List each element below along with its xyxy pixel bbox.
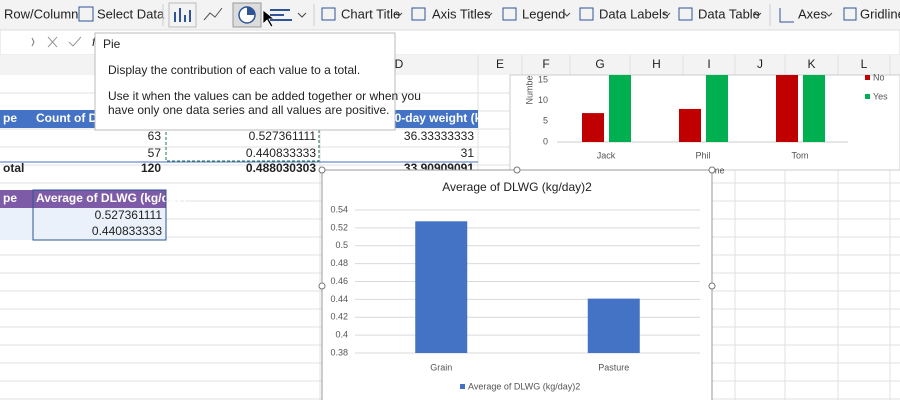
cell-fill <box>0 208 166 224</box>
chart-frame <box>509 74 900 171</box>
resize-handle[interactable] <box>318 282 326 290</box>
icon <box>174 8 191 22</box>
ribbon-button[interactable]: Row/Column <box>4 6 78 21</box>
ribbon-button[interactable]: Data Table <box>698 6 760 21</box>
bars <box>582 75 825 142</box>
y-tick-label: 15 <box>538 74 548 84</box>
column-header: E <box>496 57 504 71</box>
table-cell: 0.527361111 <box>249 129 317 143</box>
tooltip-text: have only one data series and all values… <box>108 103 390 117</box>
y-tick-label: 0.4 <box>335 330 348 340</box>
chart-title: Average of DLWG (kg/day)2 <box>442 180 592 194</box>
y-tick-label: 0.52 <box>330 222 348 232</box>
column-header: J <box>757 57 763 71</box>
bar <box>587 298 640 353</box>
resize-handle[interactable] <box>513 166 521 174</box>
ribbon-button[interactable]: Axes <box>798 6 827 21</box>
legend-swatch <box>865 94 870 99</box>
x-tick-label: Tom <box>791 150 808 160</box>
legend-swatch <box>460 384 465 389</box>
column-header: H <box>652 57 661 71</box>
ribbon <box>0 0 900 30</box>
y-tick-label: 10 <box>538 95 548 105</box>
column-header: G <box>595 57 604 71</box>
column-header: L <box>861 57 868 71</box>
tooltip <box>94 32 396 131</box>
table-cell: 0.440833333 <box>246 146 316 160</box>
table-cell: 57 <box>148 146 162 160</box>
bar <box>415 221 468 353</box>
column-header: D <box>395 57 404 71</box>
tooltip-title: Pie <box>103 37 121 51</box>
legend-swatch <box>865 75 870 80</box>
tooltip-text: Use it when the values can be added toge… <box>108 89 421 103</box>
column-header: F <box>542 57 549 71</box>
resize-handle[interactable] <box>708 166 716 174</box>
table-cell: 0.527361111 <box>95 208 163 222</box>
y-tick-label: 0.5 <box>335 240 348 250</box>
y-tick-label: 0.46 <box>330 276 348 286</box>
bar <box>803 75 825 142</box>
column-header: I <box>707 57 710 71</box>
x-tick-label: Pasture <box>598 362 629 372</box>
y-tick-label: 0 <box>543 136 548 146</box>
table-cell: 120 <box>141 161 161 175</box>
chart-type-column[interactable] <box>168 2 197 28</box>
ribbon-button[interactable]: Gridline <box>860 6 900 21</box>
y-tick-label: 5 <box>543 116 548 126</box>
ribbon-button[interactable]: Axis Titles <box>432 6 491 21</box>
chart-frame[interactable] <box>321 169 713 400</box>
axis-title: me <box>712 165 725 175</box>
bar <box>706 75 728 142</box>
table-cell: 63 <box>148 129 162 143</box>
bar <box>582 113 604 142</box>
ribbon-button[interactable]: Legend <box>522 6 565 21</box>
column-header: K <box>807 57 815 71</box>
icon <box>78 6 94 22</box>
table-header <box>0 190 166 208</box>
y-tick-label: 0.38 <box>330 347 348 357</box>
legend-label: Yes <box>873 91 888 101</box>
x-tick-label: Grain <box>430 362 452 372</box>
bar <box>679 108 701 142</box>
table-cell: 0.488030303 <box>246 161 316 175</box>
y-tick-label: 0.44 <box>330 294 348 304</box>
legend-label: No <box>873 72 885 82</box>
ribbon-button[interactable]: Data Labels <box>599 6 669 21</box>
ribbon-button[interactable]: Select Data <box>97 6 165 21</box>
ribbon-button[interactable]: Chart Title <box>341 6 400 21</box>
axis-title: Numbe <box>524 75 534 104</box>
range-highlight <box>32 189 167 241</box>
y-tick-label: 0.42 <box>330 312 348 322</box>
cell-fill <box>0 224 166 240</box>
bar <box>776 75 798 142</box>
resize-handle[interactable] <box>708 282 716 290</box>
x-tick-label: Phil <box>695 150 710 160</box>
header-cell: pe <box>3 191 17 205</box>
y-tick-label: 0.48 <box>330 258 348 268</box>
table-cell: otal <box>3 161 24 175</box>
resize-handle[interactable] <box>318 166 326 174</box>
header-cell: pe <box>3 111 17 125</box>
header-cell: Average of DLWG (kg/day) <box>36 191 186 205</box>
chart-type-bar[interactable] <box>270 9 292 21</box>
table-cell: 31 <box>461 146 475 160</box>
bar <box>609 75 631 142</box>
tooltip-text: Display the contribution of each value t… <box>108 63 360 77</box>
table-cell: 36.33333333 <box>404 129 474 143</box>
y-tick-label: 0.54 <box>330 204 348 214</box>
x-tick-label: Jack <box>597 150 616 160</box>
chart-type-line[interactable] <box>203 7 223 21</box>
legend-label: Average of DLWG (kg/day)2 <box>468 381 580 391</box>
table-cell: 0.440833333 <box>92 224 162 238</box>
